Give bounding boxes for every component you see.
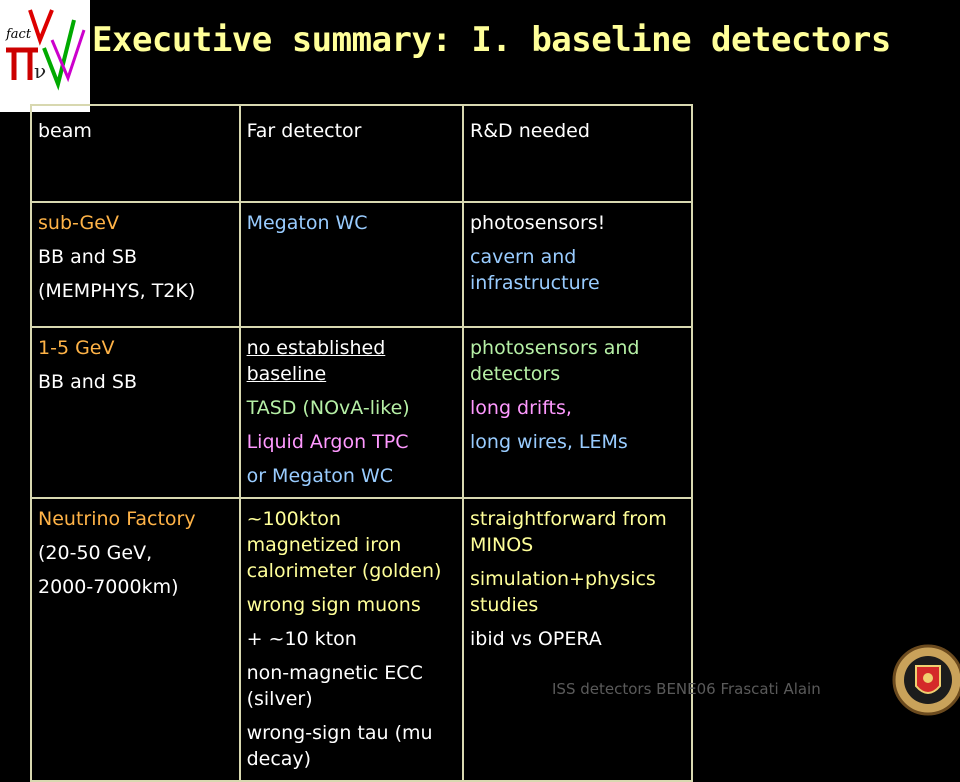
fact-logo: fact ν xyxy=(0,0,90,112)
cell-line: Megaton WC xyxy=(246,212,368,234)
cell-line: cavern and infrastructure xyxy=(470,246,600,294)
svg-text:fact: fact xyxy=(5,27,32,42)
cell-beam: Neutrino Factory (20-50 GeV, 2000-7000km… xyxy=(30,497,241,782)
cell-line: BB and SB xyxy=(38,371,137,393)
table-header-row: beam Far detector R&D needed xyxy=(30,104,693,203)
cell-line: BB and SB xyxy=(38,246,137,268)
cell-line: photosensors! xyxy=(470,212,606,234)
table-row: 1-5 GeV BB and SB no established baselin… xyxy=(30,326,693,499)
cell-line: Neutrino Factory xyxy=(38,508,196,530)
svg-text:ν: ν xyxy=(34,59,46,83)
cell-rnd: photosensors and detectors long drifts, … xyxy=(462,326,693,499)
cell-line: Liquid Argon TPC xyxy=(246,431,409,453)
cell-line: ibid vs OPERA xyxy=(470,628,602,650)
cell-line: wrong sign muons xyxy=(246,594,421,616)
cell-line: + ~10 kton xyxy=(246,628,357,650)
cell-line: non-magnetic ECC (silver) xyxy=(246,662,423,710)
cell-line: sub-GeV xyxy=(38,212,119,234)
table-row: Neutrino Factory (20-50 GeV, 2000-7000km… xyxy=(30,497,693,782)
cell-beam: sub-GeV BB and SB (MEMPHYS, T2K) xyxy=(30,201,241,328)
cell-line: long wires, LEMs xyxy=(470,431,628,453)
cell-line: or Megaton WC xyxy=(246,465,394,487)
cell-line: photosensors and detectors xyxy=(470,337,640,385)
cell-line: long drifts, xyxy=(470,397,572,419)
header-far-detector: Far detector xyxy=(238,104,465,203)
header-beam: beam xyxy=(30,104,241,203)
cell-far: no established baseline TASD (NOvA-like)… xyxy=(238,326,465,499)
cell-line: 1-5 GeV xyxy=(38,337,115,359)
cell-line: straightforward from MINOS xyxy=(470,508,667,556)
cell-line: no established baseline xyxy=(246,337,386,385)
cell-rnd: photosensors! cavern and infrastructure xyxy=(462,201,693,328)
cell-line: (20-50 GeV, xyxy=(38,542,153,564)
header-rnd: R&D needed xyxy=(462,104,693,203)
slide-title: Executive summary: I. baseline detectors xyxy=(92,20,891,60)
cell-line: (MEMPHYS, T2K) xyxy=(38,280,196,302)
cell-line: 2000-7000km) xyxy=(38,576,179,598)
cell-line: TASD (NOvA-like) xyxy=(246,397,410,419)
cell-rnd: straightforward from MINOS simulation+ph… xyxy=(462,497,693,782)
cell-far: Megaton WC xyxy=(238,201,465,328)
table-row: sub-GeV BB and SB (MEMPHYS, T2K) Megaton… xyxy=(30,201,693,328)
cell-far: ~100kton magnetized iron calorimeter (go… xyxy=(238,497,465,782)
cell-line: wrong-sign tau (mu decay) xyxy=(246,722,433,770)
cell-line: ~100kton magnetized iron calorimeter (go… xyxy=(246,508,442,582)
cell-line: simulation+physics studies xyxy=(470,568,656,616)
cell-beam: 1-5 GeV BB and SB xyxy=(30,326,241,499)
footer-text: ISS detectors BENE06 Frascati Alain xyxy=(552,680,821,698)
university-crest-icon xyxy=(888,640,960,720)
